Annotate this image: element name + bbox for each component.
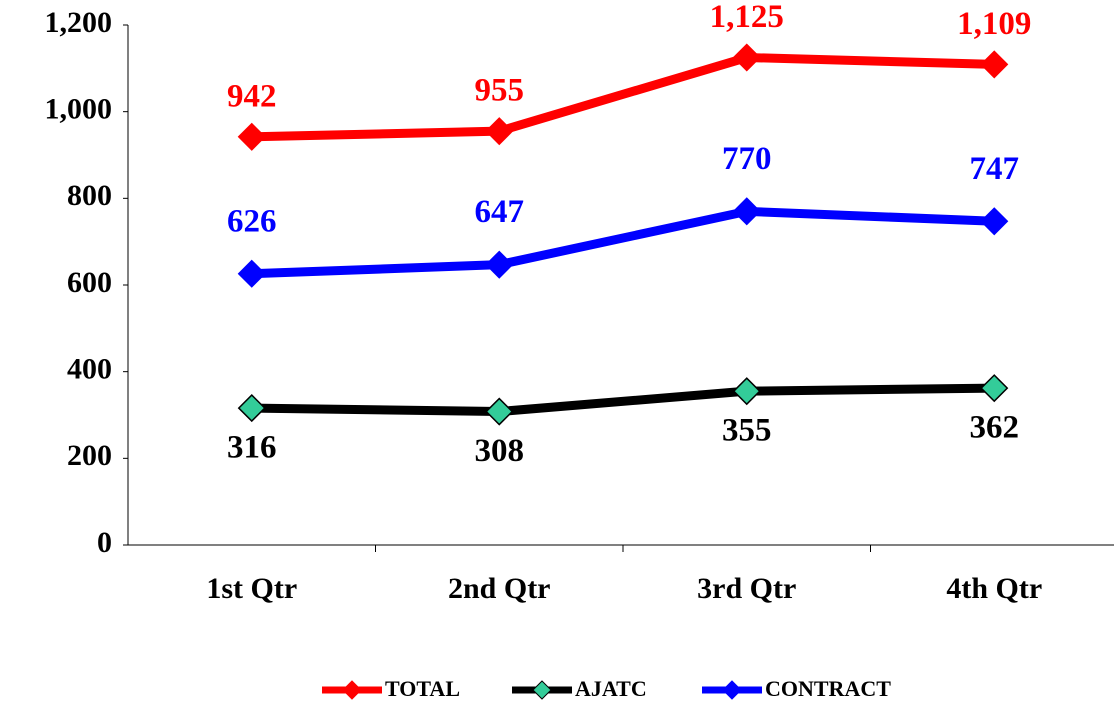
y-tick-label: 1,000 (45, 93, 113, 126)
x-tick-label: 2nd Qtr (448, 572, 551, 605)
y-tick-label: 400 (67, 353, 112, 386)
data-label: 942 (227, 78, 277, 114)
marker (980, 374, 1009, 403)
y-tick-label: 200 (67, 439, 112, 472)
data-label: 1,125 (710, 0, 784, 35)
y-tick-label: 0 (97, 526, 112, 559)
series-line (251, 383, 995, 417)
marker (237, 394, 266, 423)
marker (732, 377, 761, 406)
x-tick-label: 1st Qtr (206, 572, 297, 605)
legend-label: CONTRACT (765, 676, 891, 701)
series-line (251, 206, 995, 279)
data-label: 770 (722, 141, 772, 177)
data-label: 362 (970, 410, 1020, 446)
data-label: 355 (722, 413, 772, 449)
marker (485, 117, 514, 146)
marker (485, 250, 514, 279)
data-label: 316 (227, 430, 277, 466)
marker (980, 50, 1009, 79)
data-label: 955 (475, 73, 525, 109)
marker (237, 259, 266, 288)
series-line (251, 52, 995, 142)
marker (732, 43, 761, 72)
data-label: 308 (475, 433, 525, 469)
x-tick-label: 4th Qtr (946, 572, 1042, 605)
marker (485, 397, 514, 426)
legend-label: TOTAL (385, 676, 460, 701)
x-tick-label: 3rd Qtr (697, 572, 796, 605)
data-label: 647 (475, 194, 525, 230)
legend-marker (722, 680, 742, 700)
legend-marker (342, 680, 362, 700)
y-tick-label: 600 (67, 266, 112, 299)
y-tick-label: 800 (67, 179, 112, 212)
legend-marker (532, 680, 552, 700)
marker (980, 207, 1009, 236)
legend-label: AJATC (575, 676, 647, 701)
marker (732, 197, 761, 226)
marker (237, 122, 266, 151)
data-label: 1,109 (957, 6, 1031, 42)
data-label: 747 (970, 151, 1020, 187)
data-label: 626 (227, 203, 277, 239)
y-tick-label: 1,200 (45, 6, 113, 39)
